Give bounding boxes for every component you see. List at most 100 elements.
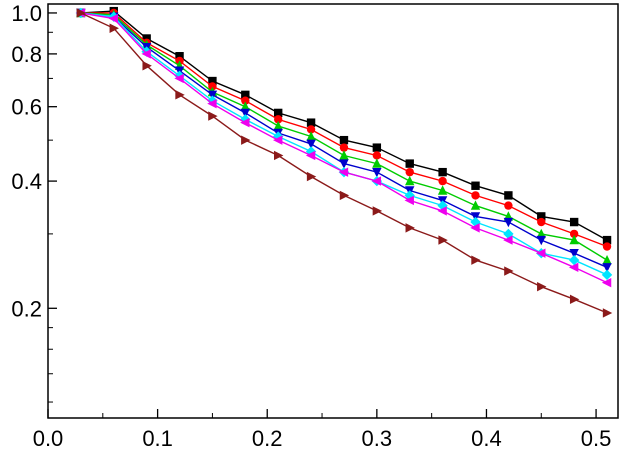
data-point — [306, 171, 317, 182]
data-point — [305, 150, 316, 161]
data-point — [306, 118, 316, 127]
data-point — [273, 115, 283, 124]
axes-layer: 0.0 0.1 0.2 0.3 0.4 0.5 0.2 0.4 0.6 0.8 1.0 — [11, 1, 611, 451]
data-point — [504, 266, 514, 276]
data-point — [273, 120, 283, 131]
data-point — [438, 235, 448, 245]
data-point — [437, 200, 448, 211]
data-point — [339, 159, 349, 169]
x-tick-label: 0.5 — [581, 426, 612, 451]
data-point — [208, 82, 217, 91]
data-point — [537, 212, 546, 221]
data-point — [471, 255, 481, 265]
data-point — [273, 108, 283, 118]
data-point — [372, 206, 383, 216]
data-point — [438, 167, 447, 177]
data-point — [175, 52, 184, 61]
data-point — [536, 235, 546, 246]
data-point — [470, 200, 481, 210]
data-point — [240, 101, 251, 111]
data-point — [175, 90, 185, 100]
data-point — [76, 8, 87, 18]
series-6 — [75, 8, 612, 288]
data-point — [372, 158, 382, 168]
data-point — [569, 234, 579, 245]
data-point — [339, 143, 349, 152]
data-point — [109, 23, 119, 33]
data-point — [405, 159, 414, 168]
data-point — [601, 269, 613, 281]
data-point — [602, 235, 612, 245]
data-point — [108, 13, 118, 24]
data-point — [602, 308, 613, 318]
data-point — [240, 108, 251, 119]
data-point — [241, 135, 251, 145]
series-line — [80, 10, 608, 241]
series-line — [80, 12, 608, 248]
data-point — [437, 185, 448, 195]
data-point — [601, 277, 612, 288]
data-point — [339, 190, 350, 201]
plot-border — [47, 3, 619, 419]
data-point — [568, 262, 579, 273]
data-point — [569, 294, 580, 305]
data-point — [339, 135, 349, 145]
data-point — [371, 176, 382, 186]
data-point — [568, 254, 580, 266]
data-point — [471, 191, 480, 200]
data-point — [372, 167, 382, 178]
data-point — [142, 34, 151, 43]
data-point — [339, 150, 349, 160]
data-point — [602, 254, 612, 265]
data-point — [208, 76, 217, 86]
data-point — [438, 176, 447, 186]
data-point — [241, 90, 250, 100]
y-tick-label: 0.2 — [11, 296, 42, 321]
data-point — [338, 167, 349, 177]
data-point — [569, 249, 579, 259]
series-1 — [76, 6, 612, 245]
data-point — [470, 223, 480, 233]
data-point — [569, 229, 579, 239]
x-tick-label: 0.2 — [252, 426, 283, 451]
data-point — [207, 98, 217, 109]
data-point — [537, 281, 547, 292]
series-2 — [76, 8, 612, 251]
data-point — [306, 125, 316, 134]
y-tick-label: 1.0 — [11, 1, 42, 26]
data-point — [142, 61, 152, 71]
data-point — [404, 195, 414, 206]
data-point — [602, 263, 612, 273]
data-point — [141, 49, 151, 59]
x-tick-label: 0.0 — [33, 426, 64, 451]
data-point — [272, 135, 283, 145]
data-point — [569, 217, 579, 227]
data-point — [405, 167, 414, 177]
data-point — [372, 151, 382, 160]
data-point — [207, 90, 218, 101]
data-point — [471, 181, 480, 190]
y-tick-label: 0.8 — [11, 42, 42, 67]
data-point — [504, 191, 513, 200]
data-point — [405, 223, 415, 233]
data-point — [273, 150, 284, 161]
series-layer — [75, 6, 613, 318]
data-point — [372, 143, 382, 152]
data-point — [240, 117, 250, 128]
y-tick-label: 0.6 — [11, 95, 42, 120]
y-tick-label: 0.4 — [11, 169, 42, 194]
data-point — [241, 96, 250, 105]
data-point — [405, 175, 415, 186]
data-point — [174, 73, 184, 84]
data-point — [437, 206, 447, 216]
data-point — [503, 217, 514, 228]
data-point — [503, 235, 513, 245]
series-7 — [76, 8, 613, 318]
data-point — [306, 139, 316, 150]
plot-frame — [47, 3, 619, 419]
data-point — [208, 111, 218, 121]
data-point — [602, 242, 612, 251]
data-point — [536, 228, 546, 239]
x-tick-label: 0.4 — [471, 426, 502, 451]
